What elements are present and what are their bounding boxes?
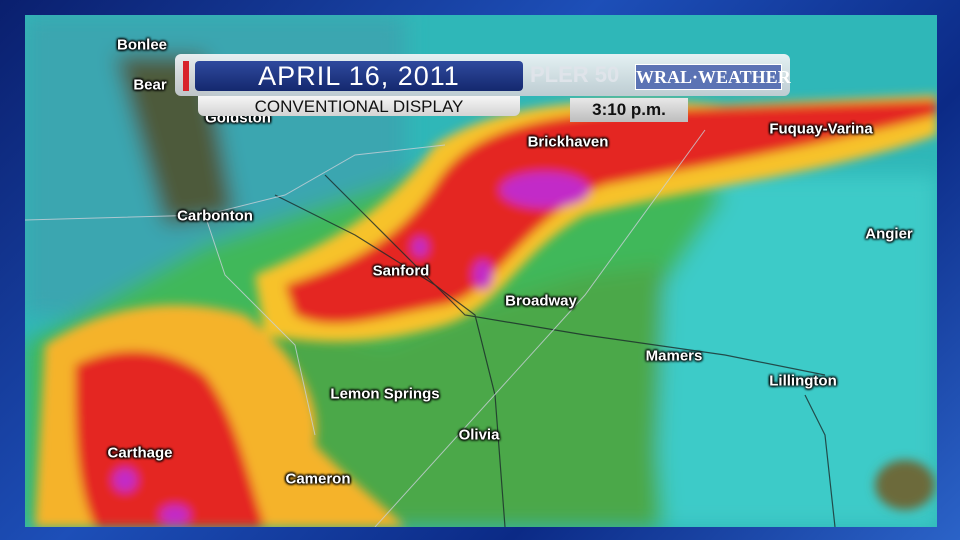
city-label-fuquay-varina: Fuquay-Varina [769, 120, 873, 138]
city-label-brickhaven: Brickhaven [527, 133, 609, 151]
city-label-broadway: Broadway [505, 292, 577, 310]
display-mode-label: CONVENTIONAL DISPLAY [198, 96, 520, 116]
date-title: APRIL 16, 2011 [195, 61, 523, 91]
city-label-carthage: Carthage [107, 444, 173, 462]
city-label-sanford: Sanford [372, 262, 430, 280]
city-label-lillington: Lillington [769, 372, 837, 390]
city-label-bonlee: Bonlee [116, 36, 168, 54]
accent-bar [183, 61, 189, 91]
city-label-angier: Angier [865, 225, 913, 243]
city-label-lemon-springs: Lemon Springs [330, 385, 440, 403]
city-label-olivia: Olivia [458, 426, 500, 444]
city-label-bear: Bear [133, 76, 167, 94]
city-label-mamers: Mamers [645, 347, 703, 365]
timestamp: 3:10 p.m. [570, 98, 688, 122]
city-label-cameron: Cameron [285, 470, 351, 488]
doppler-ghost-text: PLER 50 [530, 62, 620, 87]
wral-weather-logo: WRAL·WEATHER [635, 64, 791, 90]
city-label-carbonton: Carbonton [177, 207, 253, 225]
